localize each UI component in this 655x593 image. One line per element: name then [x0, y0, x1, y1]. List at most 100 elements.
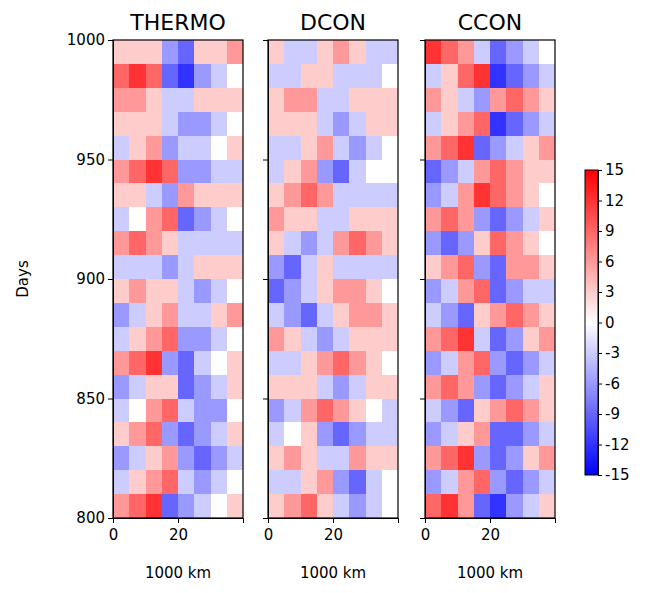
- cell: [284, 303, 300, 327]
- cell: [333, 422, 349, 446]
- cell: [227, 160, 243, 184]
- cell: [458, 446, 474, 470]
- cell: [268, 88, 284, 112]
- cell: [113, 327, 129, 351]
- cell: [382, 303, 398, 327]
- cell: [474, 399, 490, 423]
- cell: [301, 231, 317, 255]
- cell: [333, 112, 349, 136]
- cell: [178, 136, 194, 160]
- cell: [474, 64, 490, 88]
- cell: [146, 470, 162, 494]
- cell: [474, 207, 490, 231]
- cell: [382, 494, 398, 518]
- cell: [129, 255, 145, 279]
- cell: [301, 399, 317, 423]
- colorbar-tick-label: -12: [605, 436, 630, 454]
- cell: [333, 207, 349, 231]
- cell: [441, 231, 457, 255]
- colorbar-tick-mark: [598, 323, 602, 324]
- cell: [178, 160, 194, 184]
- cell: [268, 494, 284, 518]
- cell: [284, 494, 300, 518]
- cell: [349, 351, 365, 375]
- cell: [458, 160, 474, 184]
- cell: [301, 64, 317, 88]
- cell: [366, 351, 382, 375]
- cell: [146, 399, 162, 423]
- cell: [146, 160, 162, 184]
- colorbar-tick-mark: [598, 170, 602, 171]
- cell: [349, 64, 365, 88]
- cell: [194, 112, 210, 136]
- cell: [178, 279, 194, 303]
- cell: [284, 351, 300, 375]
- x-axis-title: 1000 km: [457, 564, 523, 582]
- cell: [317, 446, 333, 470]
- colorbar-tick-label: 15: [605, 161, 624, 179]
- cell: [441, 88, 457, 112]
- colorbar-tick-label: -6: [605, 375, 620, 393]
- cell: [366, 64, 382, 88]
- y-tick-mark: [108, 40, 113, 41]
- cell: [458, 422, 474, 446]
- cell: [146, 40, 162, 64]
- cell: [146, 136, 162, 160]
- cell: [268, 160, 284, 184]
- cell: [490, 422, 506, 446]
- cell: [317, 327, 333, 351]
- cell: [301, 40, 317, 64]
- cell: [425, 88, 441, 112]
- y-tick-label: 1000: [67, 31, 105, 49]
- cell: [490, 183, 506, 207]
- cell: [458, 470, 474, 494]
- cell: [458, 40, 474, 64]
- cell: [301, 470, 317, 494]
- cell: [333, 470, 349, 494]
- cell: [113, 279, 129, 303]
- cell: [523, 351, 539, 375]
- cell: [178, 88, 194, 112]
- cell: [146, 279, 162, 303]
- cell: [333, 183, 349, 207]
- y-tick-mark: [420, 518, 425, 519]
- cell: [211, 470, 227, 494]
- cell: [506, 375, 522, 399]
- cell: [268, 327, 284, 351]
- cell: [268, 422, 284, 446]
- cell: [474, 446, 490, 470]
- cell: [317, 255, 333, 279]
- y-tick-mark: [263, 40, 268, 41]
- cell: [539, 422, 555, 446]
- cell: [539, 399, 555, 423]
- cell: [227, 207, 243, 231]
- cell: [113, 40, 129, 64]
- x-axis-title: 1000 km: [300, 564, 366, 582]
- x-tick-label: 0: [109, 526, 119, 544]
- y-tick-label: 850: [76, 390, 105, 408]
- frame: [268, 40, 398, 518]
- cell: [284, 399, 300, 423]
- colorbar-tick-label: -3: [605, 344, 620, 362]
- cell: [474, 494, 490, 518]
- cells: [113, 40, 243, 518]
- cell: [349, 303, 365, 327]
- cell: [425, 112, 441, 136]
- cell: [506, 279, 522, 303]
- x-tick-label: 20: [324, 526, 343, 544]
- y-tick: 850: [76, 390, 113, 408]
- cell: [490, 112, 506, 136]
- cell: [146, 422, 162, 446]
- cell: [425, 183, 441, 207]
- cell: [211, 303, 227, 327]
- cell: [211, 160, 227, 184]
- cell: [441, 375, 457, 399]
- cell: [349, 422, 365, 446]
- cell: [349, 494, 365, 518]
- cell: [211, 351, 227, 375]
- cell: [382, 399, 398, 423]
- cell: [146, 207, 162, 231]
- cell: [301, 88, 317, 112]
- cell: [349, 375, 365, 399]
- y-tick: [420, 40, 425, 41]
